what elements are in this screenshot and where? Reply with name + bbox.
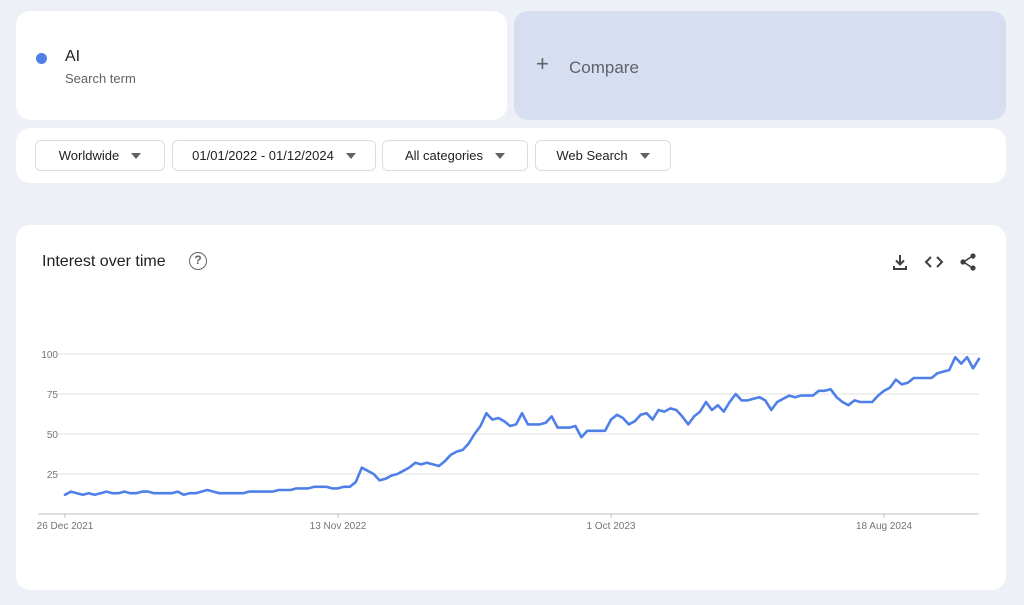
compare-label: Compare (569, 58, 639, 77)
y-tick-label: 25 (47, 470, 59, 481)
term-color-dot (36, 53, 47, 64)
search-term-name[interactable]: AI (65, 48, 81, 65)
region-label: Worldwide (58, 148, 120, 163)
date-range-dropdown[interactable]: 01/01/2022 - 01/12/2024 (172, 140, 376, 171)
search-term-subtitle: Search term (65, 71, 136, 86)
x-tick-label: 1 Oct 2023 (587, 521, 636, 532)
x-tick-label: 18 Aug 2024 (856, 521, 913, 532)
x-tick-label: 13 Nov 2022 (310, 521, 367, 532)
caret-down-icon (495, 152, 506, 159)
search-term-card[interactable]: AI Search term (16, 11, 507, 120)
filter-bar: Worldwide 01/01/2022 - 01/12/2024 All ca… (16, 128, 1006, 183)
interest-over-time-card: Interest over time ? 25 50 75 100 26 Dec 202… (16, 225, 1006, 590)
embed-icon[interactable] (923, 251, 945, 273)
chart-title: Interest over time (42, 253, 166, 270)
category-dropdown[interactable]: All categories (382, 140, 528, 171)
date-range-label: 01/01/2022 - 01/12/2024 (192, 148, 334, 163)
y-tick-label: 75 (47, 390, 59, 401)
caret-down-icon (345, 152, 356, 159)
region-dropdown[interactable]: Worldwide (35, 140, 165, 171)
y-tick-label: 50 (47, 430, 59, 441)
y-tick-label: 100 (41, 350, 58, 361)
search-type-label: Web Search (556, 148, 628, 163)
caret-down-icon (131, 152, 142, 159)
help-icon[interactable]: ? (189, 252, 207, 270)
category-label: All categories (404, 148, 484, 163)
interest-line-chart: 25 50 75 100 26 Dec 2021 13 Nov 2022 1 Oct 202… (37, 350, 981, 532)
plus-icon: + (536, 51, 549, 76)
series-line[interactable] (63, 355, 981, 497)
caret-down-icon (639, 152, 650, 159)
download-icon[interactable] (889, 251, 911, 273)
x-tick-label: 26 Dec 2021 (37, 521, 94, 532)
compare-button[interactable]: + Compare (514, 11, 1006, 120)
search-type-dropdown[interactable]: Web Search (535, 140, 671, 171)
share-icon[interactable] (957, 251, 979, 273)
search-header: AI Search term + Compare Worldwide 01/01… (0, 0, 1024, 204)
